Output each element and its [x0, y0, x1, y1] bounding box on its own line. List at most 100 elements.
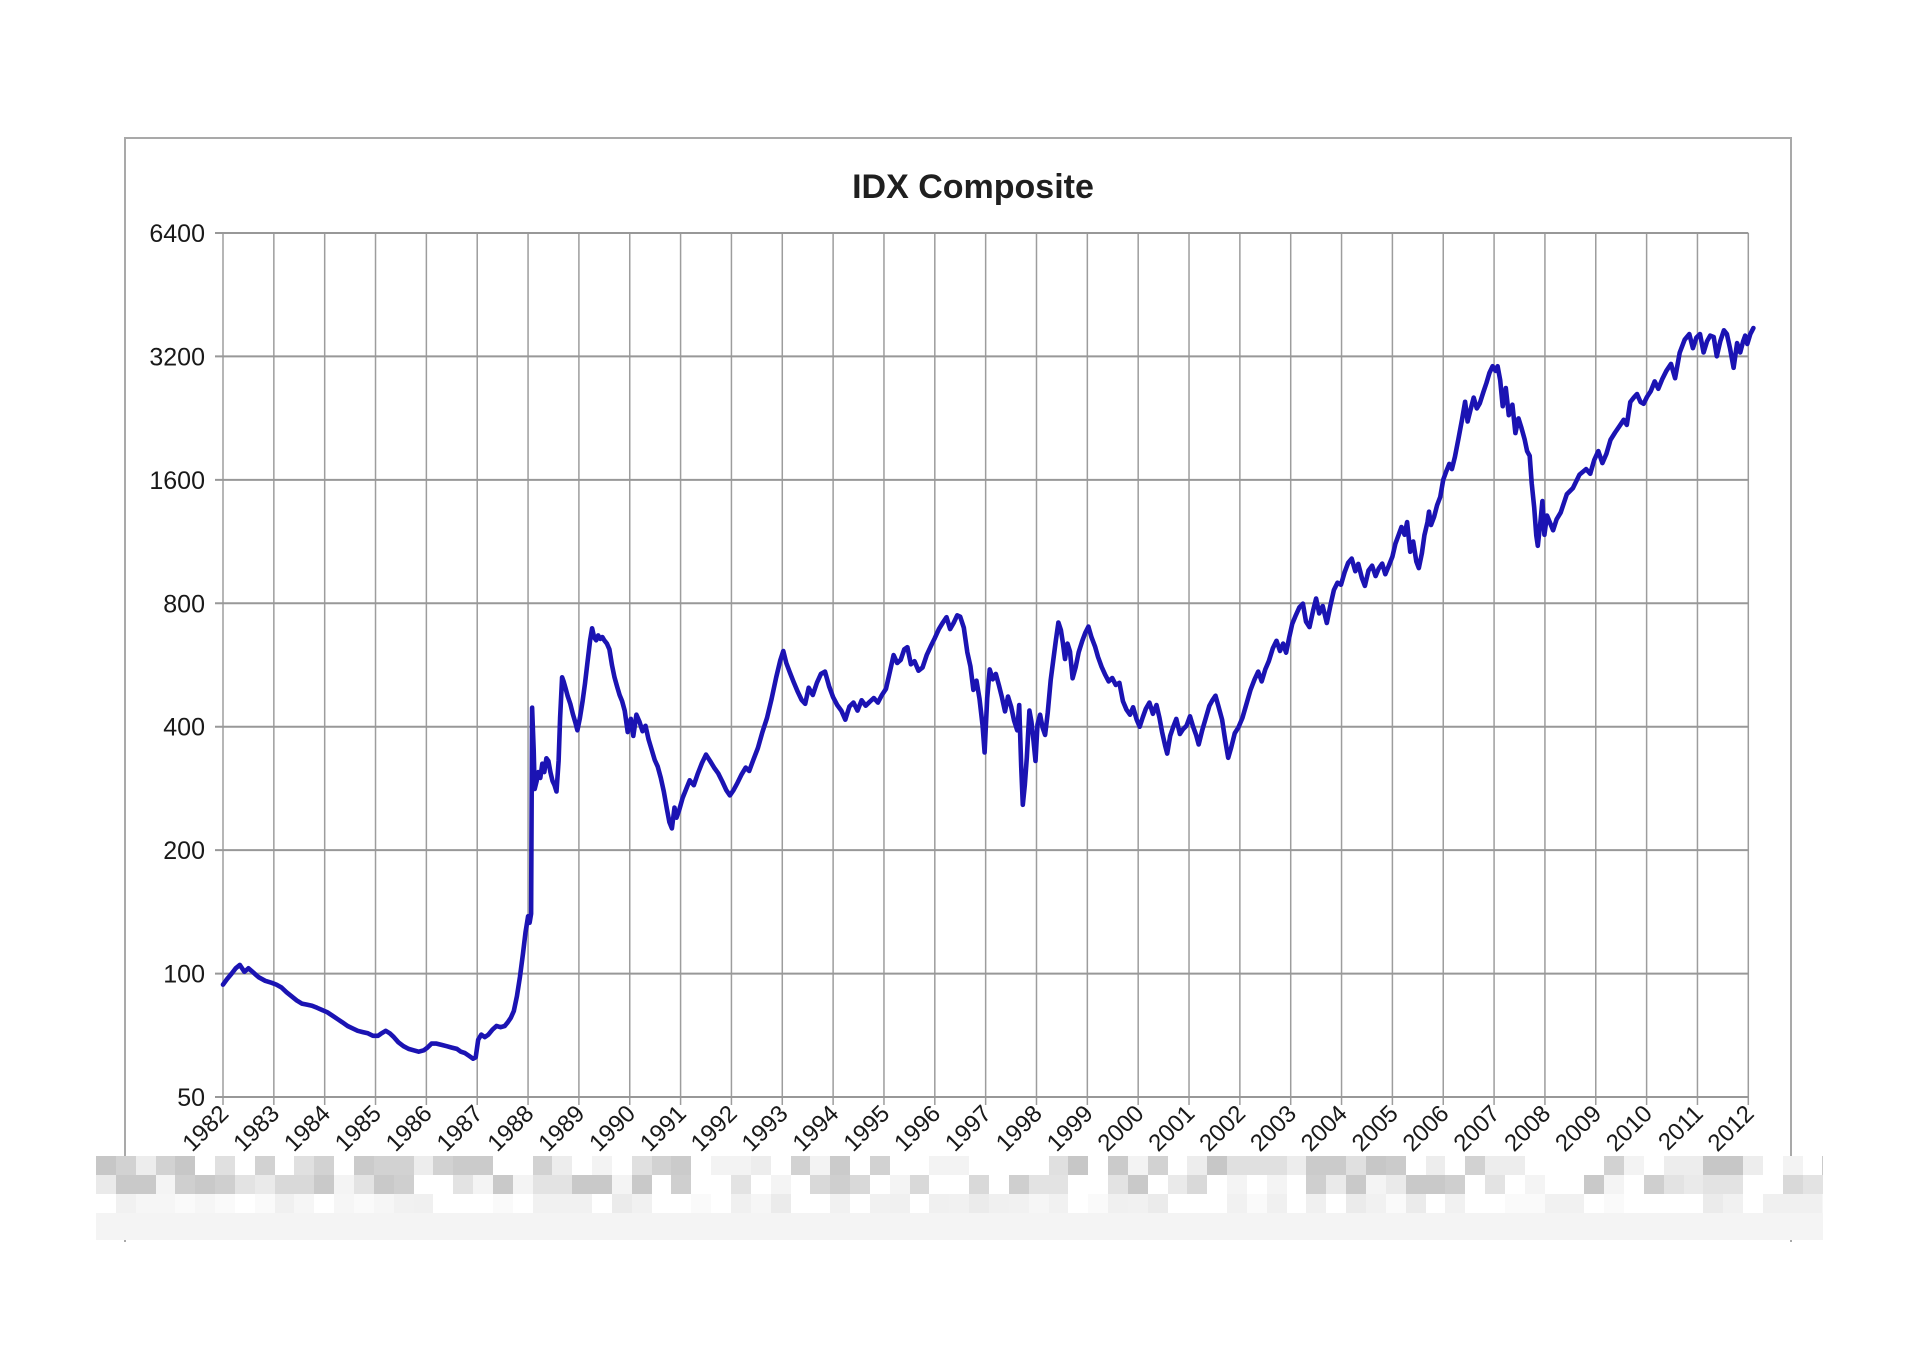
mosaic-tile [1088, 1175, 1109, 1194]
mosaic-tile [810, 1175, 831, 1194]
mosaic-tile [949, 1175, 970, 1194]
mosaic-tile [512, 1194, 533, 1213]
mosaic-tile [889, 1175, 910, 1194]
mosaic-tile [473, 1194, 493, 1213]
mosaic-tile [1048, 1194, 1069, 1213]
mosaic-tile [115, 1156, 136, 1175]
mosaic-tile [1286, 1156, 1307, 1175]
x-axis-tick-label: 1983 [228, 1100, 285, 1157]
x-axis-tick-label: 2005 [1347, 1100, 1404, 1157]
mosaic-tile [1306, 1175, 1327, 1194]
mosaic-tile [731, 1194, 751, 1213]
mosaic-tile [1147, 1175, 1168, 1194]
mosaic-tile [770, 1175, 791, 1194]
mosaic-tile [1167, 1194, 1188, 1213]
mosaic-tile [453, 1156, 474, 1175]
mosaic-tile [492, 1156, 513, 1175]
mosaic-tile [1485, 1175, 1505, 1194]
mosaic-tile [1207, 1194, 1228, 1213]
y-axis-tick-label: 1600 [149, 467, 205, 495]
mosaic-tile [731, 1175, 751, 1194]
mosaic-tile [552, 1156, 573, 1175]
mosaic-tile [1643, 1194, 1664, 1213]
y-axis-tick-label: 800 [163, 590, 205, 618]
mosaic-tile [949, 1156, 970, 1175]
mosaic-tile [1504, 1194, 1525, 1213]
mosaic-tile [453, 1194, 474, 1213]
mosaic-tile [909, 1156, 930, 1175]
x-axis-tick-label: 1985 [330, 1100, 387, 1157]
mosaic-tile [1306, 1194, 1327, 1213]
mosaic-tile [135, 1175, 156, 1194]
mosaic-tile [1048, 1156, 1069, 1175]
mosaic-tile [731, 1156, 751, 1175]
mosaic-tile [1445, 1194, 1466, 1213]
mosaic-tile [1762, 1194, 1783, 1213]
mosaic-tile [869, 1175, 890, 1194]
mosaic-tile [790, 1175, 811, 1194]
y-axis-tick-label: 100 [163, 961, 205, 989]
mosaic-tile [651, 1156, 672, 1175]
mosaic-tile [215, 1194, 235, 1213]
mosaic-tile [1266, 1175, 1287, 1194]
mosaic-tile [1405, 1194, 1426, 1213]
mosaic-tile [334, 1194, 354, 1213]
mosaic-tile [393, 1156, 414, 1175]
mosaic-tile [115, 1175, 136, 1194]
x-axis-tick-label: 1995 [838, 1100, 895, 1157]
mosaic-tile [1703, 1194, 1724, 1213]
mosaic-tile [1623, 1194, 1644, 1213]
mosaic-tile [1246, 1194, 1267, 1213]
mosaic-tile [1802, 1156, 1823, 1175]
mosaic-tile [1366, 1194, 1386, 1213]
mosaic-tile [909, 1194, 930, 1213]
mosaic-tile [1723, 1156, 1744, 1175]
mosaic-tile [572, 1175, 593, 1194]
mosaic-tile [1048, 1175, 1069, 1194]
x-axis-tick-label: 1986 [381, 1100, 438, 1157]
mosaic-tile [1802, 1175, 1823, 1194]
mosaic-tile [1425, 1194, 1446, 1213]
x-axis-tick-label: 1989 [533, 1100, 590, 1157]
mosaic-tile [1127, 1194, 1148, 1213]
mosaic-tile [1227, 1156, 1247, 1175]
mosaic-tile [770, 1194, 791, 1213]
mosaic-tile [1068, 1156, 1089, 1175]
x-axis-tick-label: 1990 [584, 1100, 641, 1157]
mosaic-tile [850, 1175, 870, 1194]
mosaic-tile [929, 1175, 950, 1194]
mosaic-tile [651, 1175, 672, 1194]
mosaic-tile [969, 1156, 989, 1175]
mosaic-tile [889, 1194, 910, 1213]
mosaic-tile [433, 1175, 454, 1194]
mosaic-tile [314, 1194, 335, 1213]
mosaic-tile [1227, 1175, 1247, 1194]
mosaic-tile [830, 1156, 851, 1175]
mosaic-tile [195, 1194, 216, 1213]
mosaic-tile [492, 1194, 513, 1213]
mosaic-tile [1286, 1194, 1307, 1213]
mosaic-tile [1524, 1156, 1545, 1175]
mosaic-tile [592, 1175, 612, 1194]
mosaic-tile [1346, 1194, 1366, 1213]
mosaic-tile [869, 1156, 890, 1175]
mosaic-tile [1028, 1194, 1049, 1213]
mosaic-tile [492, 1175, 513, 1194]
mosaic-tile [1127, 1156, 1148, 1175]
mosaic-tile [691, 1156, 712, 1175]
mosaic-tile [1326, 1175, 1347, 1194]
mosaic-tile [1286, 1175, 1307, 1194]
mosaic-tile [1564, 1175, 1585, 1194]
y-axis-tick-label: 3200 [149, 343, 205, 371]
mosaic-tile [314, 1175, 335, 1194]
mosaic-tile [909, 1175, 930, 1194]
mosaic-tile [1584, 1194, 1605, 1213]
mosaic-tile [1008, 1156, 1029, 1175]
mosaic-tile [572, 1156, 593, 1175]
mosaic-tile [155, 1156, 176, 1175]
mosaic-tile [770, 1156, 791, 1175]
mosaic-tile [234, 1156, 255, 1175]
mosaic-tile [294, 1175, 315, 1194]
mosaic-tile [572, 1194, 593, 1213]
